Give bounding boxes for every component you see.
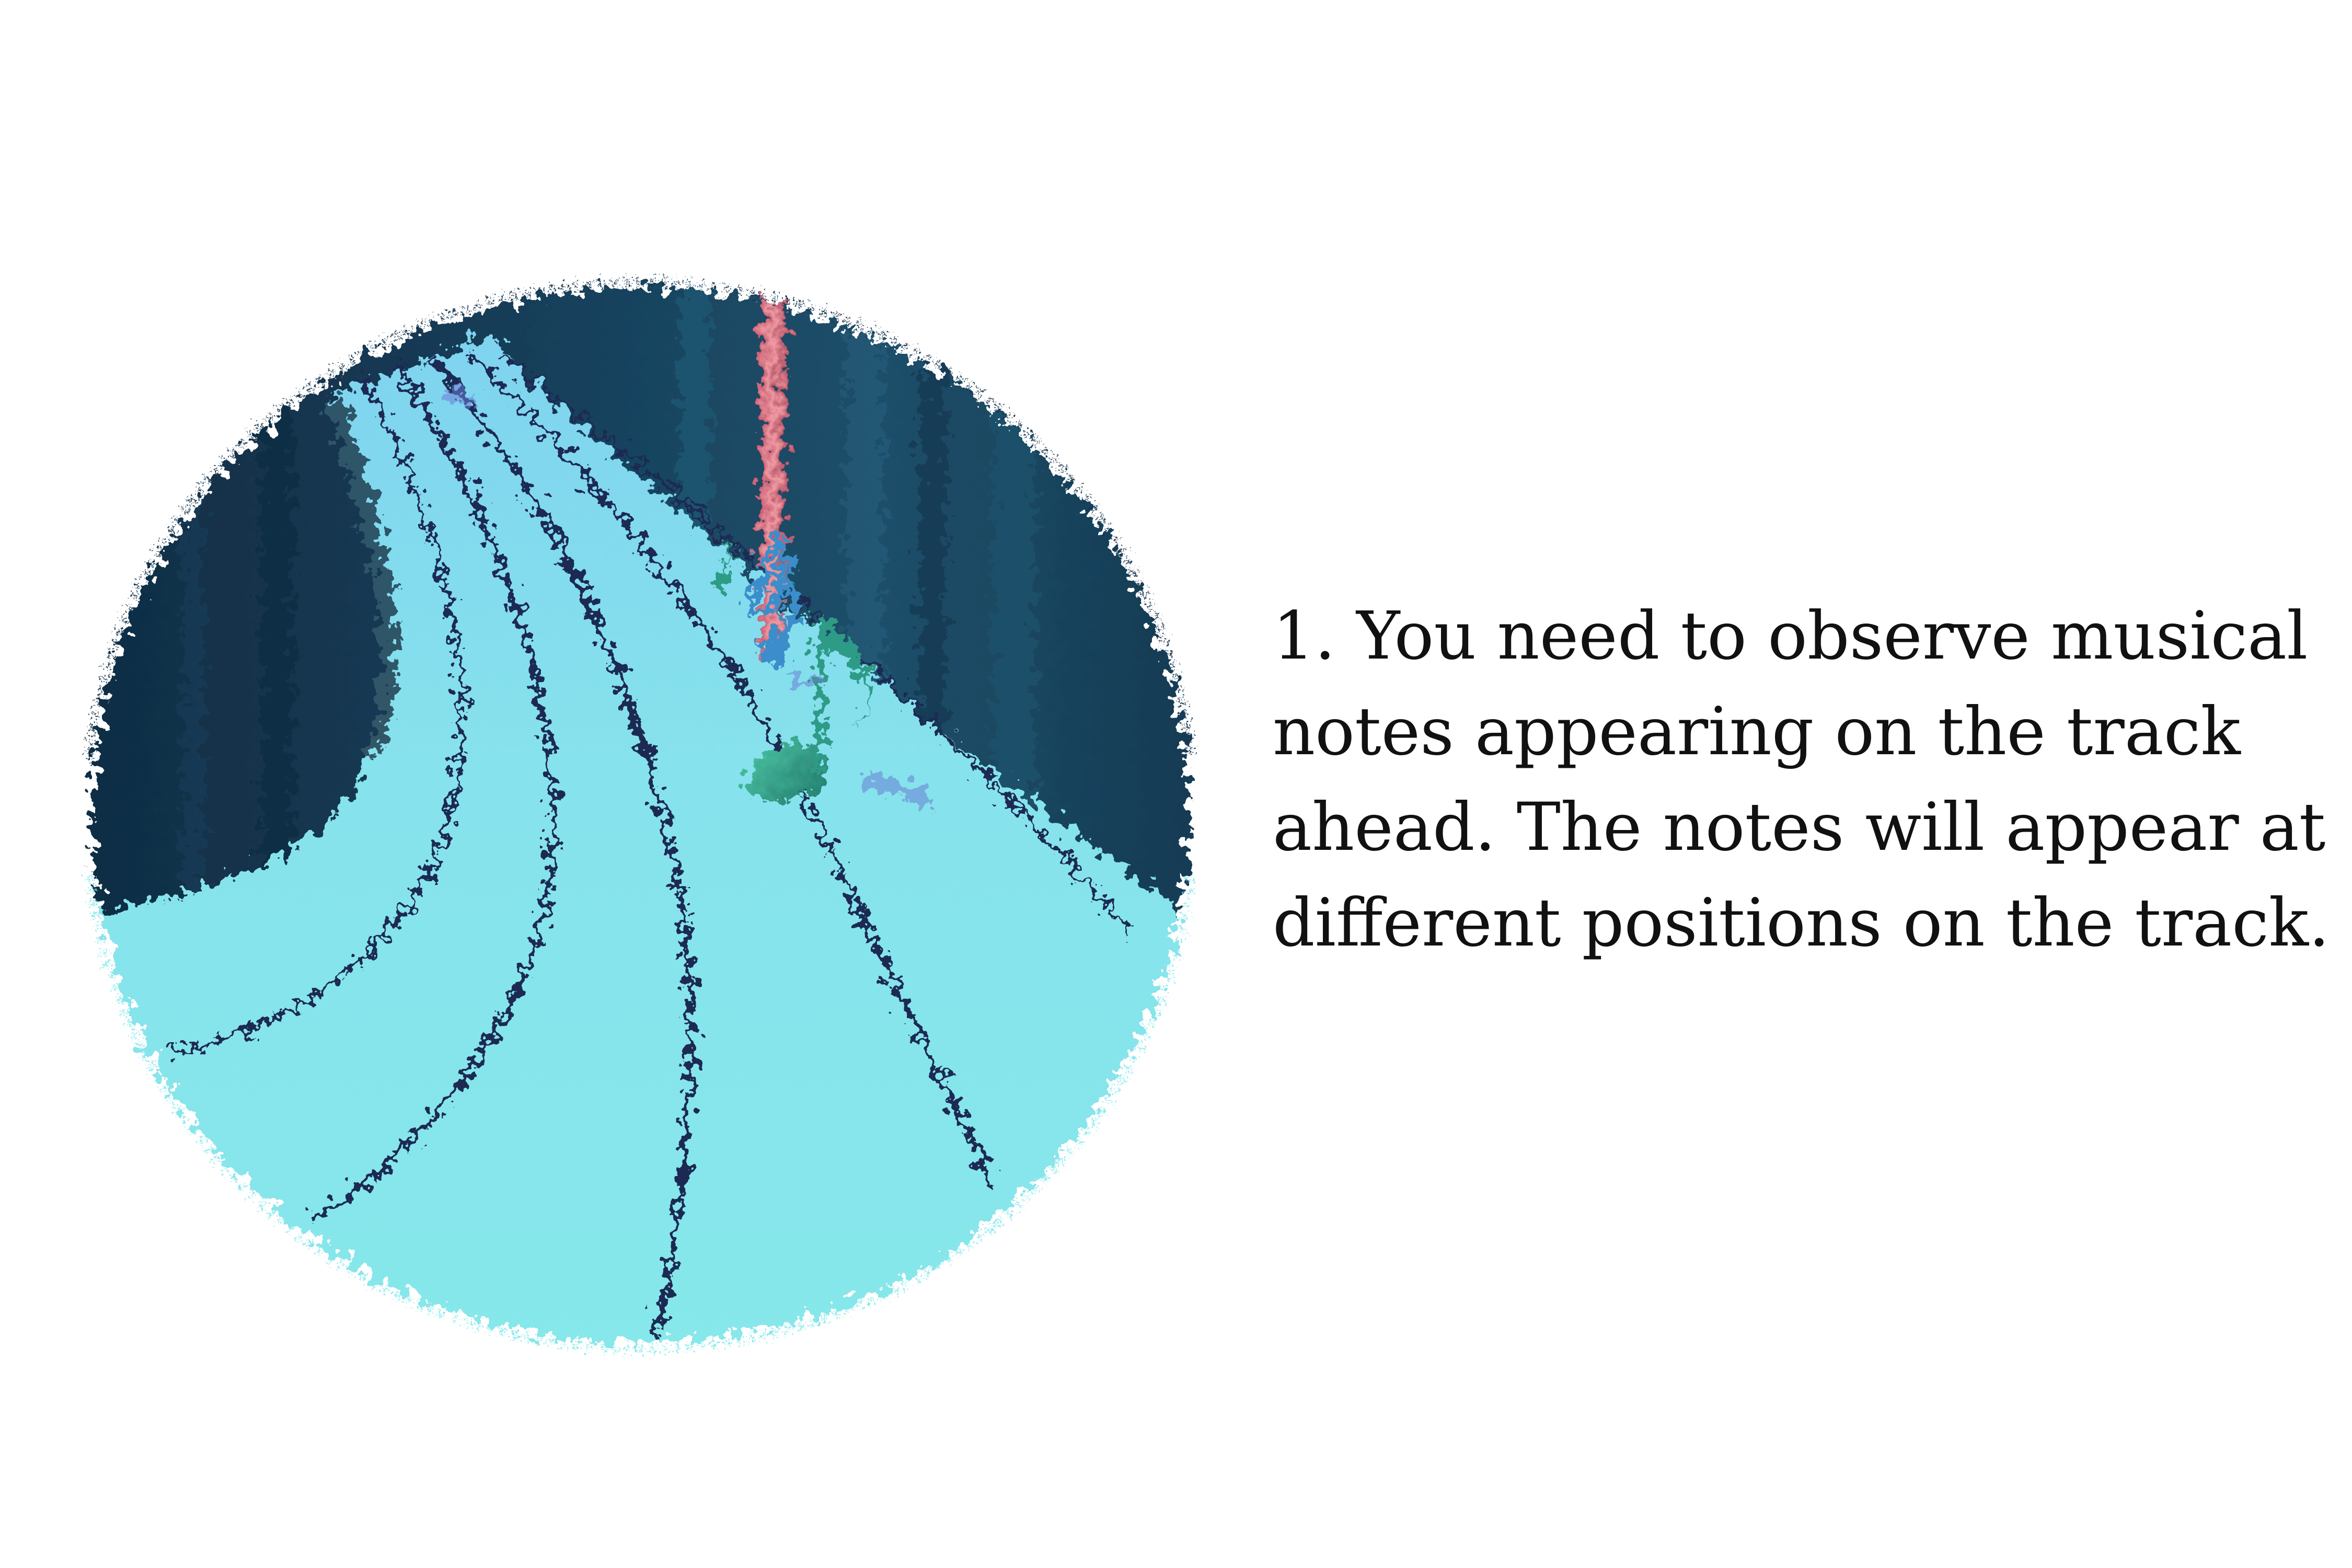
instruction-line-4: different positions on the track.	[1273, 884, 2330, 961]
tutorial-instruction-text: 1. You need to observe musical notes app…	[1273, 588, 2330, 971]
track-lanes	[165, 352, 1132, 1342]
lane-line-1	[165, 374, 464, 1053]
lane-line-5	[499, 353, 1132, 938]
lane-line-3	[430, 357, 695, 1342]
instruction-line-1: 1. You need to observe musical	[1273, 597, 2308, 674]
lane-line-4	[467, 352, 996, 1190]
treble-clef-icon	[747, 531, 799, 667]
small-note-icon	[713, 542, 737, 588]
track-marks	[441, 386, 934, 805]
track-edge	[324, 397, 397, 758]
lane-line-2	[310, 362, 556, 1221]
instruction-line-2: notes appearing on the track	[1273, 693, 2241, 770]
eighth-note-icon	[746, 617, 870, 803]
vignette-mask-group	[91, 287, 1189, 1343]
instruction-line-3: ahead. The notes will appear at	[1273, 789, 2326, 866]
game-scene-vignette	[0, 0, 1254, 1568]
